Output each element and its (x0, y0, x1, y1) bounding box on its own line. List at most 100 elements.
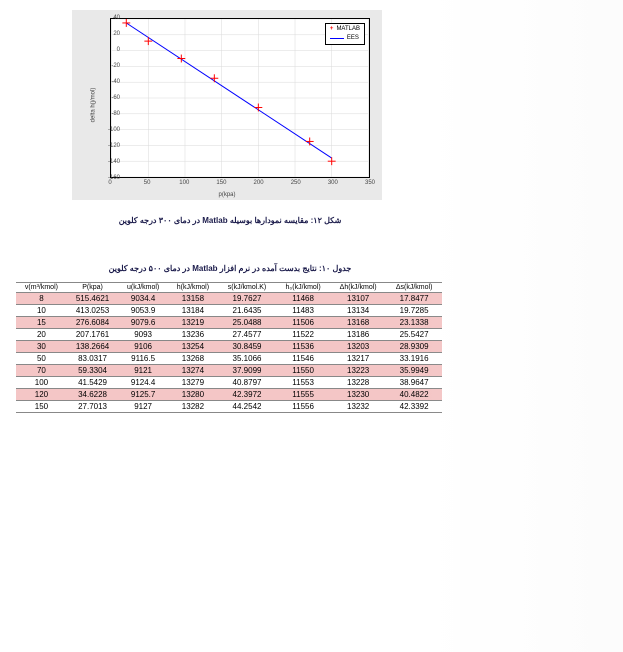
table-cell: 38.9647 (386, 377, 442, 389)
table-cell: 42.3392 (386, 401, 442, 413)
table-cell: 138.2664 (67, 341, 118, 353)
table-header-cell: v(m³/kmol) (16, 283, 67, 293)
table-cell: 70 (16, 365, 67, 377)
table-cell: 9124.4 (118, 377, 168, 389)
y-tick-label: 0 (117, 47, 120, 53)
table-cell: 9079.6 (118, 317, 168, 329)
table-cell: 40.4822 (386, 389, 442, 401)
table-row: 30138.266491061325430.8459115361320328.9… (16, 341, 442, 353)
table-cell: 19.7285 (386, 305, 442, 317)
table-row: 12034.62289125.71328042.3972115551323040… (16, 389, 442, 401)
table-header-cell: Δh(kJ/kmol) (330, 283, 386, 293)
table-cell: 413.0253 (67, 305, 118, 317)
table-cell: 25.0488 (218, 317, 276, 329)
table-cell: 13158 (168, 293, 218, 305)
table-cell: 20 (16, 329, 67, 341)
table-header-cell: u(kJ/kmol) (118, 283, 168, 293)
table-cell: 13107 (330, 293, 386, 305)
table-cell: 13274 (168, 365, 218, 377)
table-cell: 11550 (276, 365, 330, 377)
table-cell: 30.8459 (218, 341, 276, 353)
table-cell: 13254 (168, 341, 218, 353)
table-cell: 13228 (330, 377, 386, 389)
table-cell: 100 (16, 377, 67, 389)
table-cell: 19.7627 (218, 293, 276, 305)
table-cell: 17.8477 (386, 293, 442, 305)
y-tick-label: -80 (111, 111, 120, 117)
results-table: v(m³/kmol)P(kpa)u(kJ/kmol)h(kJ/kmol)s(kJ… (16, 282, 442, 413)
x-tick-label: 300 (328, 180, 338, 186)
y-tick-label: -120 (108, 143, 120, 149)
y-tick-label: -60 (111, 95, 120, 101)
y-tick-label: -100 (108, 127, 120, 133)
table-cell: 44.2542 (218, 401, 276, 413)
table-row: 15276.60849079.61321925.0488115061316823… (16, 317, 442, 329)
x-tick-label: 100 (179, 180, 189, 186)
table-cell: 515.4621 (67, 293, 118, 305)
table-cell: 13203 (330, 341, 386, 353)
chart-container: + MATLAB EES delta h(j/mol) p(kpa) -160-… (72, 10, 382, 200)
table-cell: 35.9949 (386, 365, 442, 377)
table-cell: 40.8797 (218, 377, 276, 389)
table-body: 8515.46219034.41315819.7627114681310717.… (16, 293, 442, 413)
table-cell: 13184 (168, 305, 218, 317)
table-cell: 37.9099 (218, 365, 276, 377)
table-cell: 21.6435 (218, 305, 276, 317)
table-row: 20207.176190931323627.4577115221318625.5… (16, 329, 442, 341)
table-cell: 50 (16, 353, 67, 365)
table-cell: 11556 (276, 401, 330, 413)
table-cell: 25.5427 (386, 329, 442, 341)
table-cell: 9093 (118, 329, 168, 341)
table-cell: 11553 (276, 377, 330, 389)
table-cell: 11522 (276, 329, 330, 341)
table-cell: 11483 (276, 305, 330, 317)
table-row: 10413.02539053.91318421.6435114831313419… (16, 305, 442, 317)
table-cell: 150 (16, 401, 67, 413)
table-header-cell: h₀(kJ/kmol) (276, 283, 330, 293)
table-header-cell: Δs(kJ/kmol) (386, 283, 442, 293)
table-cell: 42.3972 (218, 389, 276, 401)
line-icon (330, 38, 344, 39)
table-cell: 120 (16, 389, 67, 401)
table-cell: 13219 (168, 317, 218, 329)
table-cell: 11468 (276, 293, 330, 305)
table-header-cell: s(kJ/kmol.K) (218, 283, 276, 293)
table-cell: 11555 (276, 389, 330, 401)
table-cell: 13236 (168, 329, 218, 341)
table-row: 7059.330491211327437.9099115501322335.99… (16, 365, 442, 377)
table-cell: 9121 (118, 365, 168, 377)
table-cell: 9034.4 (118, 293, 168, 305)
table-cell: 11506 (276, 317, 330, 329)
y-tick-label: -20 (111, 63, 120, 69)
table-cell: 13186 (330, 329, 386, 341)
table-cell: 59.3304 (67, 365, 118, 377)
table-cell: 13230 (330, 389, 386, 401)
table-row: 8515.46219034.41315819.7627114681310717.… (16, 293, 442, 305)
y-tick-label: -140 (108, 159, 120, 165)
table-row: 5083.03179116.51326835.1066115461321733.… (16, 353, 442, 365)
table-row: 10041.54299124.41327940.8797115531322838… (16, 377, 442, 389)
table-header-cell: h(kJ/kmol) (168, 283, 218, 293)
x-tick-label: 200 (254, 180, 264, 186)
table-cell: 13282 (168, 401, 218, 413)
table-cell: 10 (16, 305, 67, 317)
table-header-cell: P(kpa) (67, 283, 118, 293)
table-cell: 11546 (276, 353, 330, 365)
table-cell: 33.1916 (386, 353, 442, 365)
table-cell: 13134 (330, 305, 386, 317)
y-tick-label: -40 (111, 79, 120, 85)
legend-item-ees: EES (330, 34, 360, 43)
table-cell: 13223 (330, 365, 386, 377)
y-tick-label: 40 (113, 15, 120, 21)
table-cell: 13217 (330, 353, 386, 365)
table-cell: 27.4577 (218, 329, 276, 341)
x-tick-label: 0 (108, 180, 111, 186)
table-cell: 34.6228 (67, 389, 118, 401)
legend-item-matlab: + MATLAB (330, 25, 360, 34)
x-tick-label: 150 (216, 180, 226, 186)
legend-label: MATLAB (336, 25, 360, 34)
table-cell: 83.0317 (67, 353, 118, 365)
table-cell: 35.1066 (218, 353, 276, 365)
plus-icon: + (330, 25, 334, 34)
table-caption: جدول ۱۰: نتایج بدست آمده در نرم افزار Ma… (0, 264, 460, 273)
